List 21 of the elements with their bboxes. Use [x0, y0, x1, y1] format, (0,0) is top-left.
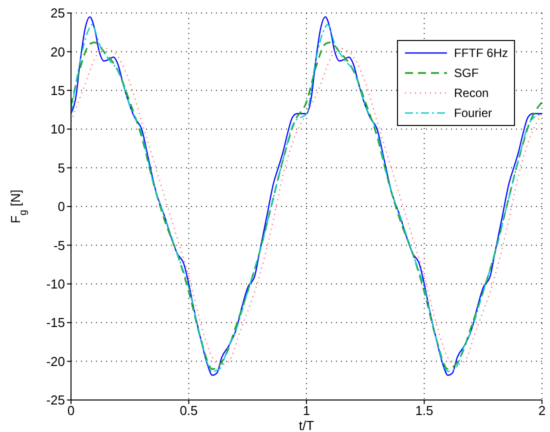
x-tick-label: 1.5: [415, 403, 434, 418]
y-tick-label: -10: [46, 276, 65, 292]
y-tick-label: 5: [58, 160, 65, 176]
x-tick-label: 0: [67, 403, 75, 418]
y-tick-label: -15: [46, 315, 65, 330]
y-tick-label: 15: [50, 83, 65, 98]
y-tick-label: 25: [50, 6, 65, 21]
x-tick-label: 0.5: [180, 403, 198, 418]
y-tick-label: -20: [46, 354, 65, 369]
legend-label: Recon: [454, 86, 489, 100]
x-tick-label: 1: [302, 403, 310, 418]
y-tick-label: -5: [53, 238, 65, 253]
y-tick-label: 20: [50, 44, 65, 60]
legend-label: Fourier: [454, 106, 492, 120]
y-tick-label: -25: [46, 392, 65, 408]
legend-label: SGF: [454, 66, 479, 80]
x-tick-label: 2: [538, 403, 546, 418]
y-tick-label: 0: [58, 199, 65, 214]
y-tick-label: 10: [50, 122, 65, 137]
x-axis-title: t/T: [298, 418, 314, 432]
legend-label: FFTF 6Hz: [454, 46, 508, 60]
